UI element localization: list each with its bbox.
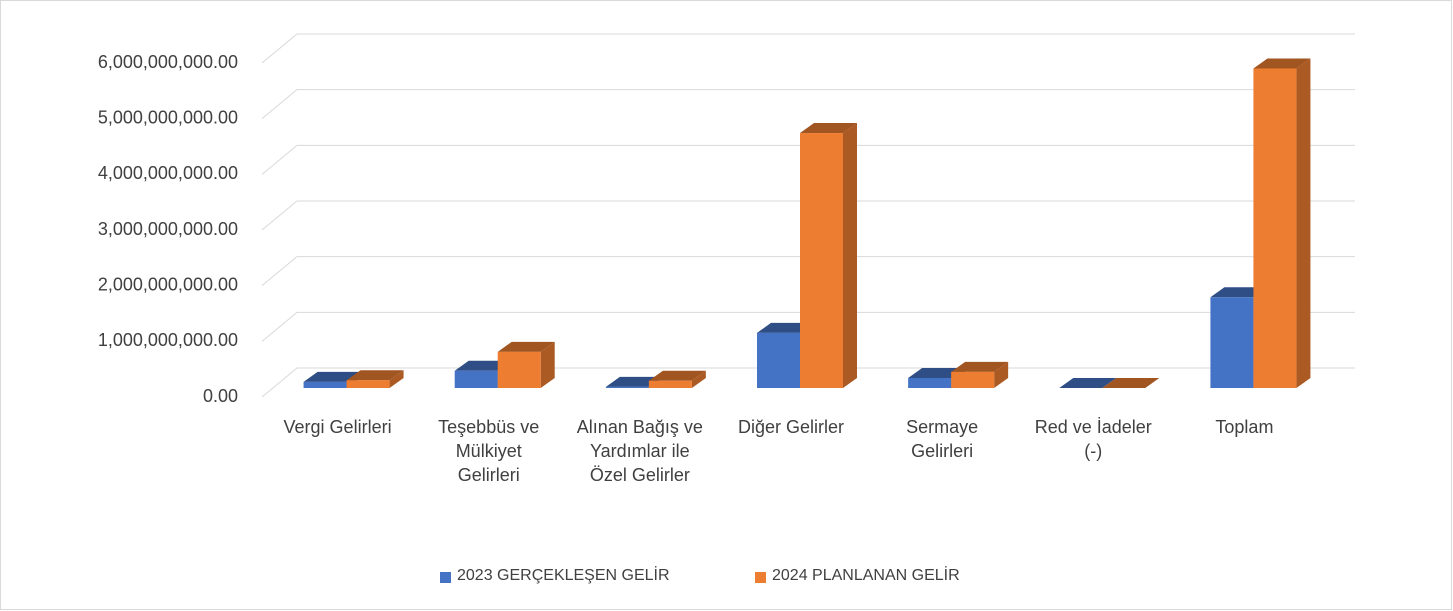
bar-side [389, 370, 404, 388]
bar-top [1059, 378, 1117, 388]
bar-front [346, 380, 390, 388]
bar-front [757, 332, 800, 388]
bar [800, 123, 857, 389]
bar-top [908, 367, 966, 378]
bar-top [605, 376, 663, 387]
grid-line [261, 256, 1355, 287]
bar-front [951, 371, 995, 388]
bar-top [757, 322, 814, 333]
grid-line [261, 200, 1355, 231]
grid-line [261, 311, 1355, 342]
x-tick-label: Vergi Gelirleri [283, 417, 392, 437]
y-tick-label: 2,000,000,000.00 [98, 274, 238, 294]
x-tick-label: Teşebbüs ve Mülkiyet Gelirleri [438, 417, 540, 485]
bar-top [648, 370, 706, 381]
bar-top [1253, 58, 1311, 69]
legend-swatch [440, 572, 451, 583]
bar [497, 341, 555, 388]
legend-swatch [755, 572, 766, 583]
bar-front [800, 133, 843, 388]
bar-top [303, 371, 361, 382]
x-tick-label: Sermaye Gelirleri [906, 417, 979, 461]
bar-front [1253, 68, 1297, 389]
bar [951, 361, 1009, 388]
x-tick-label: Toplam [1215, 417, 1274, 437]
bar-front [648, 380, 692, 388]
bar-side [540, 341, 555, 388]
bar-front [1210, 297, 1254, 388]
bar-side [994, 361, 1009, 388]
bar-front [303, 381, 347, 388]
legend-label: 2023 GERÇEKLEŞEN GELİR [457, 567, 670, 584]
bar-side [843, 123, 857, 389]
bar-top [454, 360, 512, 371]
x-tick-label: Red ve İadeler (-) [1034, 417, 1152, 461]
bar-top [1102, 378, 1160, 388]
bar-side [691, 370, 706, 388]
bar-front [908, 377, 952, 388]
bar [1102, 378, 1160, 388]
y-tick-label: 3,000,000,000.00 [98, 219, 238, 239]
bar-top [951, 361, 1009, 372]
bar-top [346, 370, 404, 381]
bar [346, 370, 404, 388]
bar-top [800, 123, 857, 134]
grid-line [261, 144, 1355, 175]
grid-line [261, 89, 1355, 120]
bar [1253, 58, 1311, 389]
bar-top [497, 341, 555, 352]
y-tick-label: 5,000,000,000.00 [98, 107, 238, 127]
bar-front [497, 351, 541, 388]
bar-front [454, 370, 498, 388]
y-tick-label: 4,000,000,000.00 [98, 163, 238, 183]
bar-front [605, 386, 649, 388]
bar-top [1210, 287, 1268, 298]
x-tick-label: Alınan Bağış ve Yardımlar ile Özel Gelir… [576, 417, 703, 485]
bar-side [1296, 58, 1311, 389]
legend-label: 2024 PLANLANAN GELİR [772, 567, 960, 584]
y-tick-label: 0.00 [203, 386, 238, 406]
bar [1059, 378, 1117, 388]
x-tick-label: Diğer Gelirler [737, 417, 845, 437]
y-tick-label: 1,000,000,000.00 [98, 330, 238, 350]
grid-line [261, 33, 1355, 64]
y-tick-label: 6,000,000,000.00 [98, 52, 238, 72]
bar [648, 370, 706, 388]
